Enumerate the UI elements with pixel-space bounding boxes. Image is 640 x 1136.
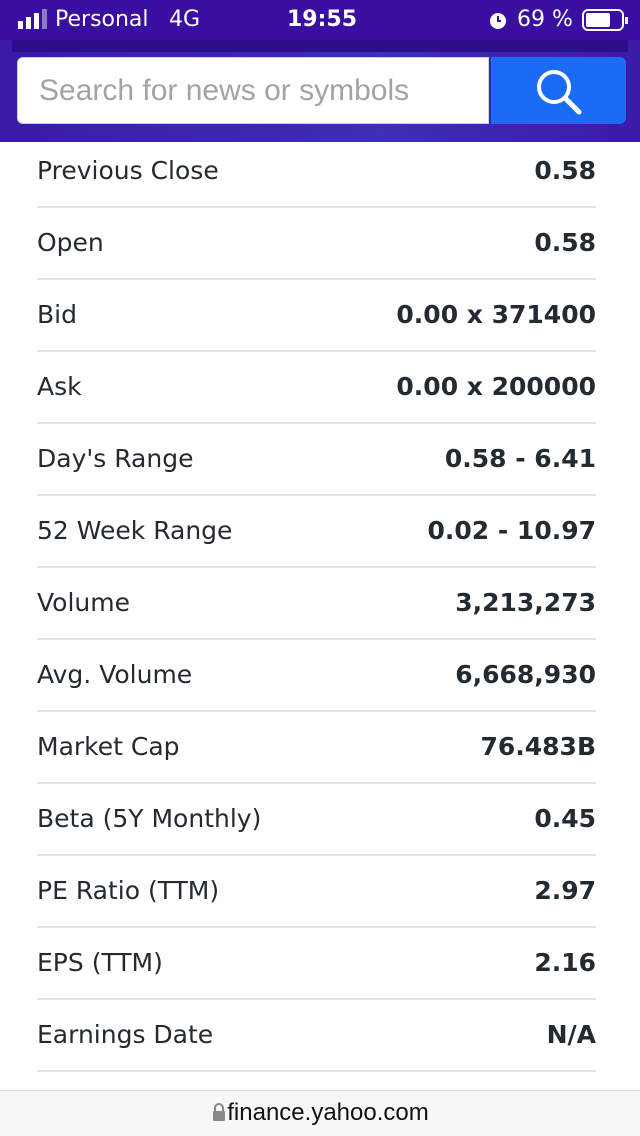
stats-table: Previous Close 0.58 Open 0.58 Bid 0.00 x 3714… <box>0 142 640 1090</box>
table-row: 52 Week Range 0.02 - 10.97 <box>37 496 596 568</box>
table-row: PE Ratio (TTM) 2.97 <box>37 856 596 928</box>
row-value: 0.58 <box>534 228 596 257</box>
row-value: 76.483B <box>480 732 596 761</box>
header: Search for news or symbols <box>0 40 640 142</box>
row-label: Beta (5Y Monthly) <box>37 804 262 833</box>
row-label: PE Ratio (TTM) <box>37 876 220 905</box>
row-label: 52 Week Range <box>37 516 233 545</box>
row-label: EPS (TTM) <box>37 948 163 977</box>
table-row: Ask 0.00 x 200000 <box>37 352 596 424</box>
alarm-icon <box>490 13 506 29</box>
row-value: 6,668,930 <box>455 660 596 689</box>
table-row: Day's Range 0.58 - 6.41 <box>37 424 596 496</box>
url-bar[interactable]: finance.yahoo.com <box>0 1090 640 1136</box>
network: 4G <box>169 7 201 32</box>
table-row: Volume 3,213,273 <box>37 568 596 640</box>
status-bar: Personal 4G 19:55 69 % <box>0 0 640 40</box>
table-row: Open 0.58 <box>37 208 596 280</box>
row-value: 2.16 <box>534 948 596 977</box>
row-label: Day's Range <box>37 444 194 473</box>
row-value: 0.45 <box>534 804 596 833</box>
row-label: Ask <box>37 372 82 401</box>
row-label: Avg. Volume <box>37 660 193 689</box>
row-label: Volume <box>37 588 130 617</box>
row-label: Earnings Date <box>37 1020 214 1049</box>
table-row: Avg. Volume 6,668,930 <box>37 640 596 712</box>
row-value: 3,213,273 <box>455 588 596 617</box>
row-value: 0.00 x 371400 <box>396 300 596 329</box>
table-row: Previous Close 0.58 <box>37 142 596 208</box>
battery-icon <box>582 9 628 31</box>
lock-icon <box>213 1103 226 1121</box>
row-value: 2.97 <box>534 876 596 905</box>
table-row: Forward Dividend & <box>37 1072 596 1090</box>
row-label: Market Cap <box>37 732 180 761</box>
battery-level: 69 % <box>517 7 573 32</box>
search-input[interactable]: Search for news or symbols <box>17 57 489 124</box>
table-row: Bid 0.00 x 371400 <box>37 280 596 352</box>
url: finance.yahoo.com <box>227 1099 429 1126</box>
row-value: N/A <box>546 1020 596 1049</box>
signal-icon <box>18 9 47 29</box>
table-row: Earnings Date N/A <box>37 1000 596 1072</box>
search-button[interactable] <box>491 57 626 124</box>
row-value: 0.58 <box>534 156 596 185</box>
table-row: Market Cap 76.483B <box>37 712 596 784</box>
row-label: Bid <box>37 300 77 329</box>
row-value: 0.00 x 200000 <box>396 372 596 401</box>
time: 19:55 <box>287 7 358 32</box>
row-label: Open <box>37 228 104 257</box>
table-row: EPS (TTM) 2.16 <box>37 928 596 1000</box>
header-strip <box>12 40 628 52</box>
carrier: Personal <box>55 7 149 32</box>
row-value: 0.02 - 10.97 <box>427 516 596 545</box>
row-label: Previous Close <box>37 156 219 185</box>
row-value: 0.58 - 6.41 <box>444 444 596 473</box>
table-row: Beta (5Y Monthly) 0.45 <box>37 784 596 856</box>
search-icon <box>537 70 582 115</box>
